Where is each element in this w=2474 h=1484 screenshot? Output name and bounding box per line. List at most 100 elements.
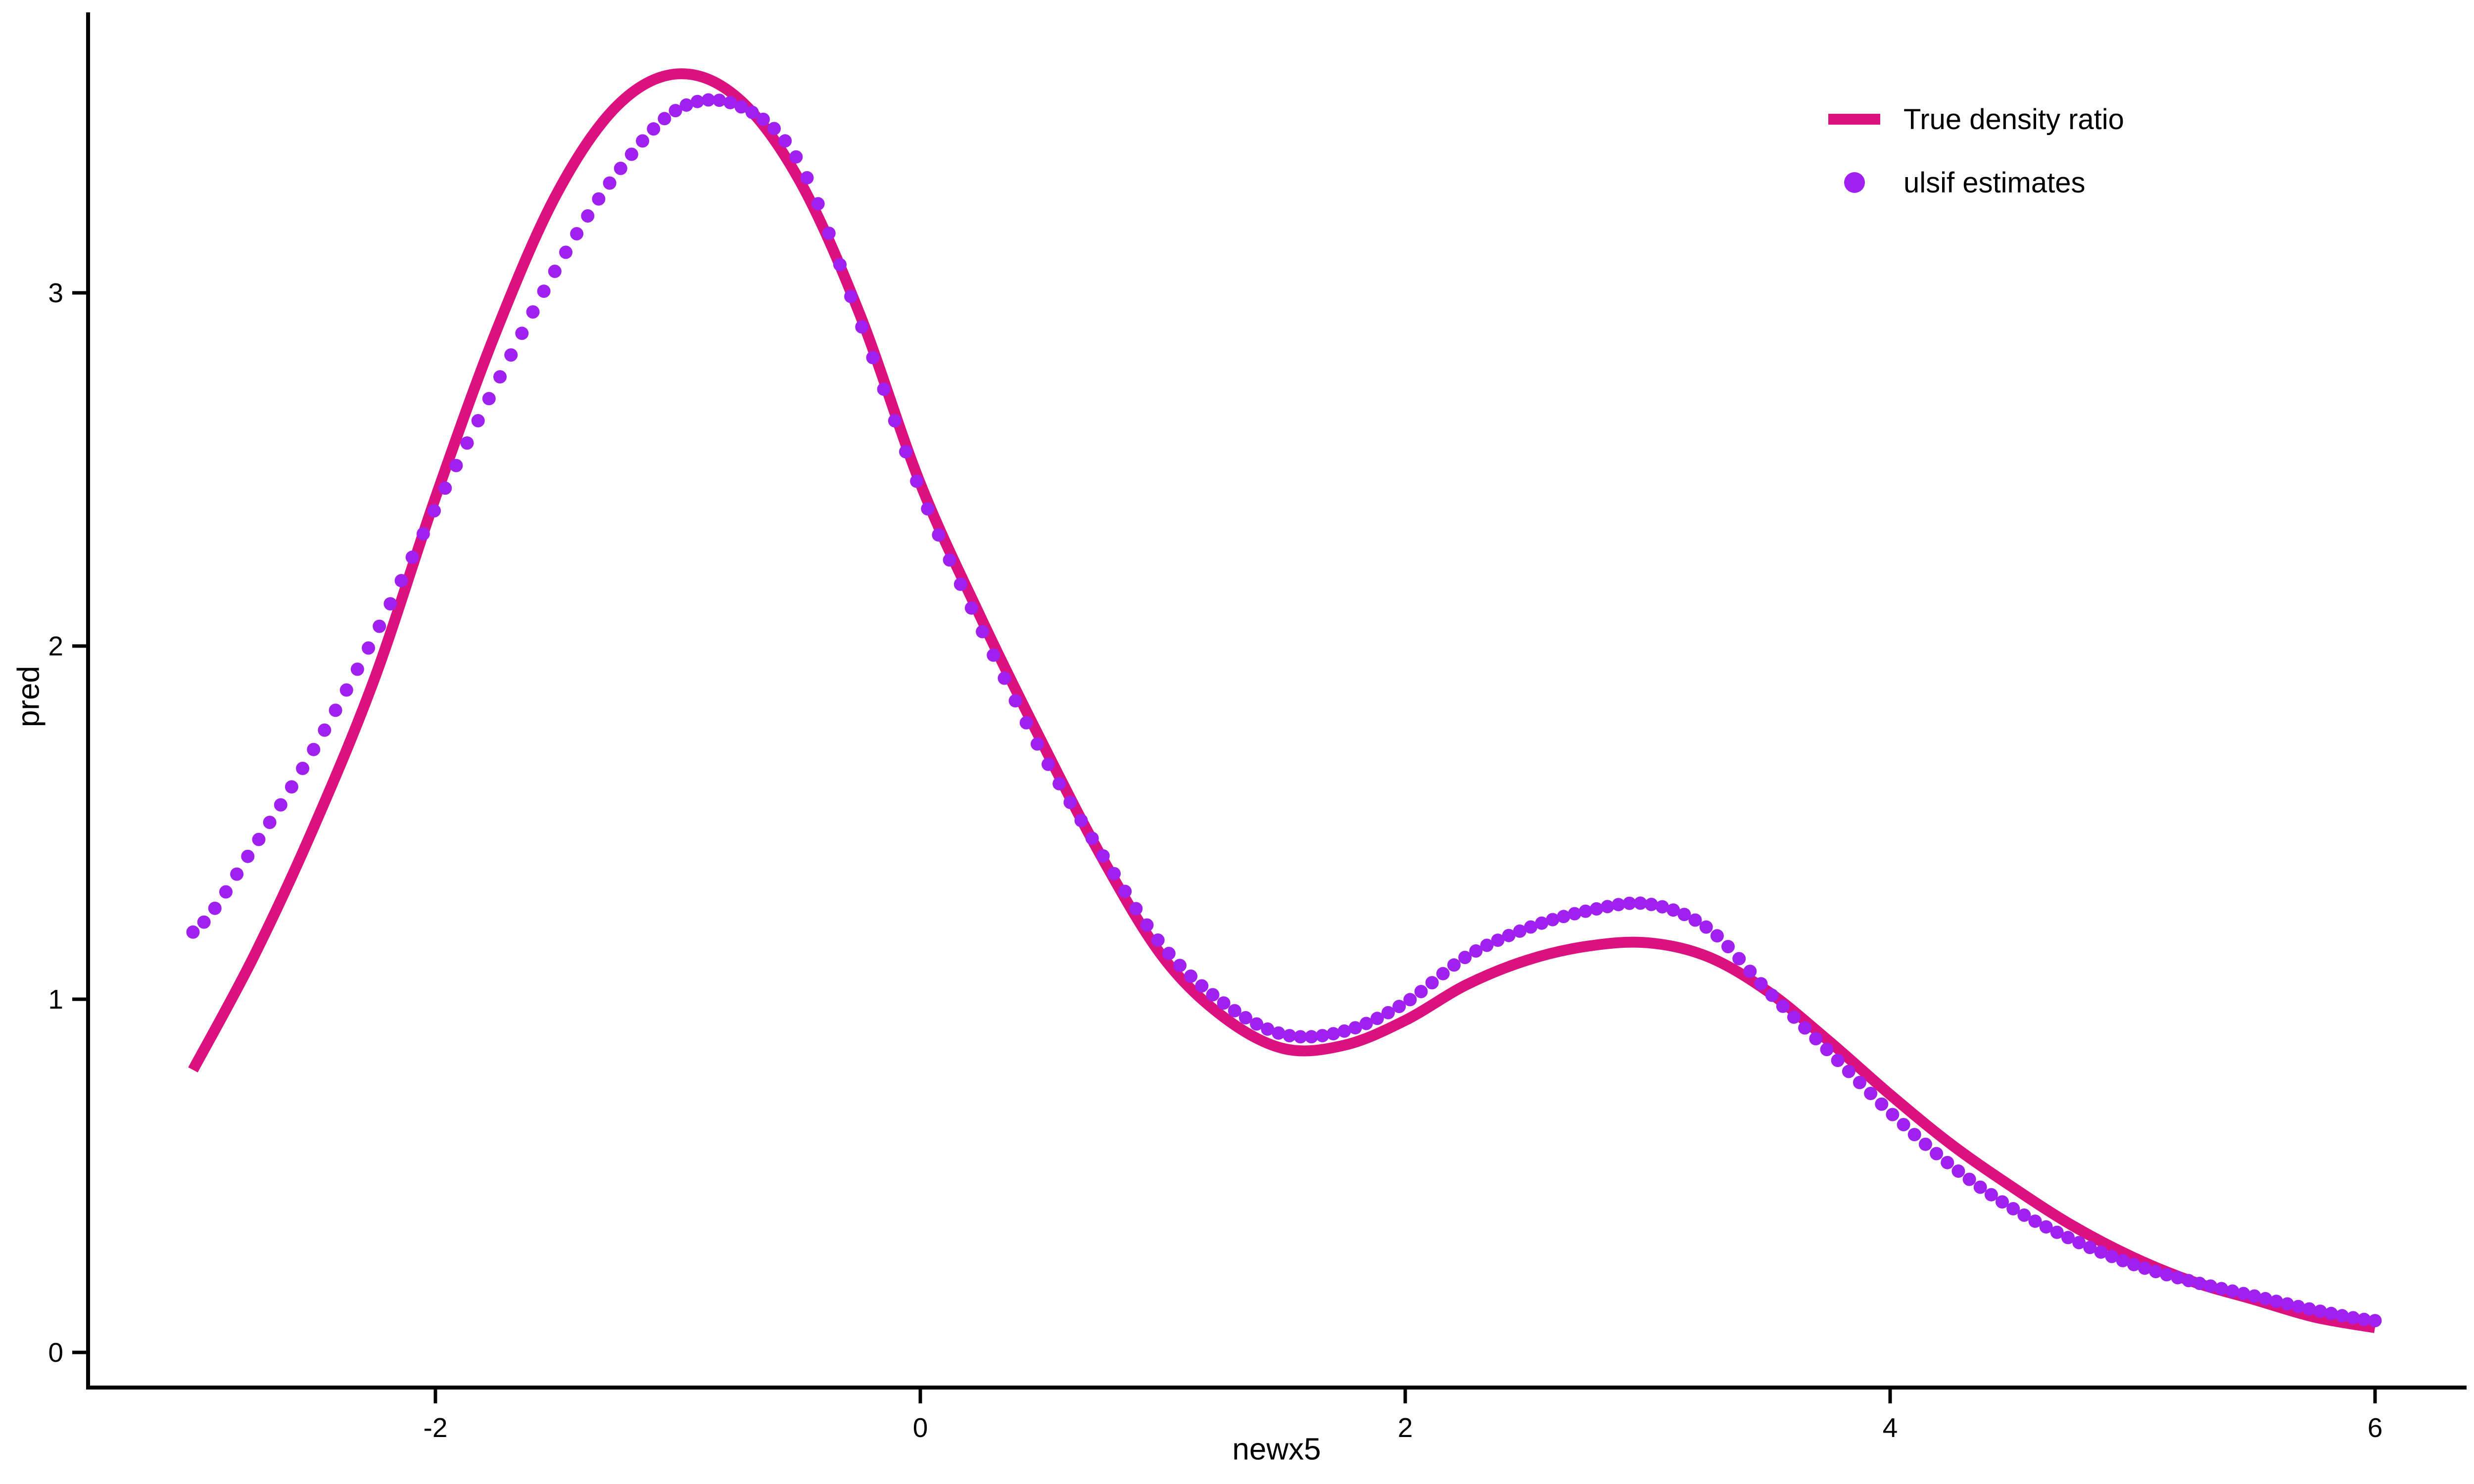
ulsif-point (1118, 884, 1132, 898)
ulsif-point (1074, 814, 1088, 828)
ulsif-point (1546, 913, 1560, 927)
ulsif-point (2094, 1245, 2108, 1259)
ulsif-point (2247, 1289, 2261, 1303)
ulsif-point (1710, 929, 1724, 943)
ulsif-point (2105, 1250, 2119, 1263)
ulsif-point (921, 502, 935, 516)
ulsif-point (877, 382, 891, 396)
ulsif-point (1557, 910, 1570, 924)
ulsif-point (1535, 916, 1549, 930)
ulsif-point (548, 265, 562, 278)
ulsif-point (1962, 1172, 1976, 1186)
ulsif-point (1699, 920, 1713, 934)
ulsif-point (658, 112, 671, 126)
ulsif-point (1042, 757, 1055, 771)
ulsif-point (1195, 979, 1209, 993)
ulsif-point (953, 577, 967, 591)
ulsif-point (1327, 1027, 1340, 1041)
ulsif-point (603, 176, 617, 190)
ulsif-point (1502, 928, 1516, 942)
x-tick-label: 2 (1398, 1412, 1413, 1443)
ulsif-point (197, 915, 211, 929)
true-density-ratio-line (188, 68, 2376, 1333)
ulsif-point (1425, 976, 1439, 990)
ulsif-point (329, 703, 342, 717)
ulsif-point (1787, 1010, 1801, 1024)
ulsif-point (1348, 1021, 1362, 1035)
legend-label: ulsif estimates (1903, 166, 2086, 199)
ulsif-point (373, 619, 386, 633)
ulsif-point (1337, 1024, 1351, 1038)
ulsif-point (1293, 1030, 1307, 1044)
ulsif-point (888, 414, 902, 428)
ulsif-point (570, 227, 584, 240)
ulsif-point (1250, 1017, 1264, 1031)
ulsif-point (1820, 1043, 1834, 1057)
ulsif-estimates-points (186, 93, 2382, 1328)
ulsif-point (1864, 1087, 1878, 1100)
ulsif-point (219, 885, 233, 899)
ulsif-point (1030, 737, 1044, 751)
ulsif-point (1316, 1029, 1330, 1043)
ulsif-point (745, 105, 759, 119)
ulsif-point (844, 289, 858, 303)
ulsif-point (1085, 832, 1099, 845)
ulsif-point (2346, 1311, 2360, 1325)
ulsif-point (1162, 947, 1176, 960)
ulsif-point (274, 798, 287, 812)
line-swatch-icon (1828, 114, 1880, 125)
x-axis-title: newx5 (1232, 1432, 1321, 1467)
ulsif-point (2357, 1312, 2371, 1326)
legend-label: True density ratio (1903, 103, 2124, 136)
ulsif-point (493, 370, 507, 384)
ulsif-point (449, 459, 463, 472)
ulsif-point (2182, 1274, 2195, 1288)
ulsif-point (866, 351, 880, 365)
ulsif-point (362, 641, 376, 655)
ulsif-point (1381, 1006, 1395, 1020)
ulsif-point (1019, 716, 1033, 730)
ulsif-point (1228, 1004, 1241, 1018)
ulsif-point (723, 95, 737, 109)
ulsif-point (932, 528, 946, 542)
ulsif-point (1359, 1017, 1373, 1030)
ulsif-point (1063, 795, 1077, 809)
ulsif-point (1644, 897, 1658, 911)
ulsif-point (1776, 999, 1790, 1013)
y-tick-label: 1 (48, 984, 63, 1015)
ulsif-point (2258, 1292, 2272, 1305)
ulsif-point (592, 192, 606, 206)
ulsif-point (1721, 940, 1735, 954)
ulsif-point (1272, 1026, 1285, 1040)
ulsif-point (1370, 1012, 1384, 1025)
ulsif-point (624, 147, 638, 161)
ulsif-point (2313, 1304, 2327, 1318)
ulsif-point (241, 849, 255, 863)
ulsif-point (504, 348, 518, 362)
ulsif-point (1831, 1054, 1845, 1067)
y-axis-title: pred (11, 665, 46, 728)
ulsif-point (1809, 1032, 1823, 1046)
ulsif-point (647, 122, 661, 136)
ulsif-point (1732, 952, 1746, 966)
ulsif-point (296, 761, 310, 775)
x-tick-label: -2 (424, 1412, 448, 1443)
ulsif-point (987, 648, 1000, 662)
ulsif-point (460, 436, 474, 450)
ulsif-point (1842, 1065, 1856, 1078)
ulsif-point (1304, 1030, 1318, 1044)
ulsif-point (2291, 1299, 2305, 1313)
ulsif-point (778, 134, 792, 148)
legend-item-true-density-ratio: True density ratio (1826, 101, 2124, 137)
ulsif-point (1480, 938, 1494, 952)
ulsif-point (2302, 1302, 2316, 1316)
ulsif-point (811, 197, 825, 211)
ulsif-point (2017, 1208, 2031, 1222)
ulsif-point (285, 780, 298, 794)
ulsif-point (1633, 896, 1647, 910)
ulsif-point (383, 597, 397, 611)
ulsif-point (734, 100, 748, 114)
ulsif-point (1469, 944, 1483, 958)
ulsif-point (1622, 896, 1636, 910)
ulsif-point (1392, 1000, 1406, 1014)
